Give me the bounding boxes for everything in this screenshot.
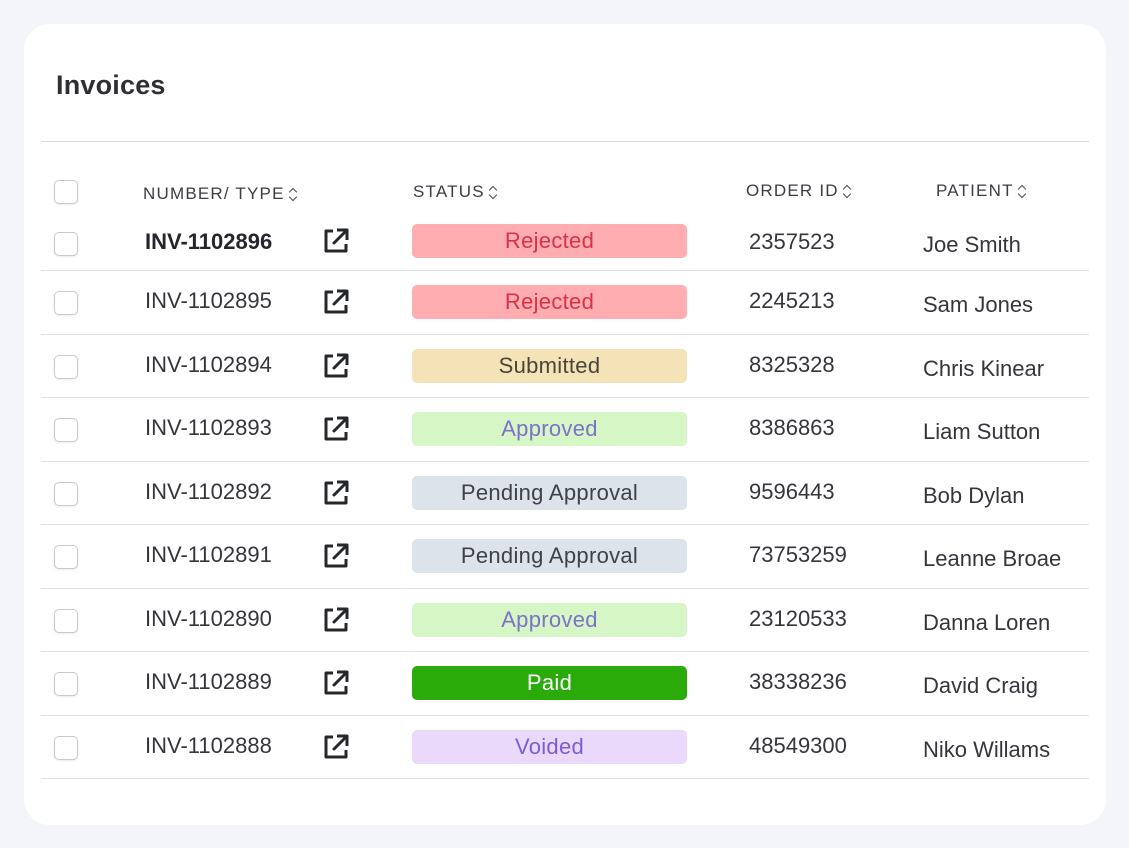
order-id: 8325328 xyxy=(749,351,835,377)
invoice-number[interactable]: INV-1102888 xyxy=(145,732,272,758)
sort-icon[interactable] xyxy=(1018,183,1028,199)
row-checkbox[interactable] xyxy=(54,232,78,256)
invoice-number[interactable]: INV-1102893 xyxy=(145,415,272,440)
sort-icon[interactable] xyxy=(289,186,299,202)
row-checkbox[interactable] xyxy=(54,672,78,696)
patient-name: Chris Kinear xyxy=(923,355,1045,381)
header-order-id[interactable]: ORDER ID xyxy=(746,181,853,201)
invoice-number[interactable]: INV-1102896 xyxy=(145,229,273,254)
patient-name: Sam Jones xyxy=(923,292,1034,317)
header-number-type[interactable]: NUMBER/ TYPE xyxy=(143,184,299,204)
external-link-icon[interactable] xyxy=(321,732,351,762)
status-badge: Approved xyxy=(412,412,687,446)
table-row[interactable]: INV-1102895 Rejected 2245213 Sam Jones xyxy=(41,271,1089,335)
external-link-icon[interactable] xyxy=(321,226,351,256)
table-row[interactable]: INV-1102896 Rejected 2357523 Joe Smith xyxy=(41,220,1089,271)
row-checkbox[interactable] xyxy=(54,291,78,315)
table-row[interactable]: INV-1102894 Submitted 8325328 Chris Kine… xyxy=(41,335,1089,398)
table-row[interactable]: INV-1102891 Pending Approval 73753259 Le… xyxy=(41,525,1089,589)
status-badge: Pending Approval xyxy=(412,539,687,573)
external-link-icon[interactable] xyxy=(321,478,351,508)
status-badge: Approved xyxy=(412,602,687,637)
status-badge: Submitted xyxy=(412,348,687,383)
status-badge: Rejected xyxy=(412,224,687,258)
external-link-icon[interactable] xyxy=(321,351,351,381)
table-body: INV-1102896 Rejected 2357523 Joe Smith I… xyxy=(41,220,1089,779)
header-number-type-label: NUMBER/ TYPE xyxy=(143,184,285,203)
order-id: 38338236 xyxy=(749,669,847,694)
invoice-number[interactable]: INV-1102890 xyxy=(145,605,272,631)
invoice-number[interactable]: INV-1102891 xyxy=(145,542,272,567)
invoice-number[interactable]: INV-1102895 xyxy=(145,288,272,313)
row-checkbox[interactable] xyxy=(54,545,78,569)
patient-name: Leanne Broae xyxy=(923,546,1062,571)
order-id: 2357523 xyxy=(749,229,835,254)
order-id: 9596443 xyxy=(749,478,835,504)
row-checkbox[interactable] xyxy=(54,735,78,760)
table-row[interactable]: INV-1102893 Approved 8386863 Liam Sutton xyxy=(41,398,1089,462)
title-divider xyxy=(41,141,1089,142)
patient-name: Danna Loren xyxy=(923,609,1051,635)
header-status[interactable]: STATUS xyxy=(413,182,499,202)
order-id: 48549300 xyxy=(749,732,847,758)
external-link-icon[interactable] xyxy=(321,605,351,635)
table-row[interactable]: INV-1102892 Pending Approval 9596443 Bob… xyxy=(41,462,1089,525)
select-all-checkbox[interactable] xyxy=(54,180,78,204)
header-patient[interactable]: PATIENT xyxy=(936,181,1028,201)
invoices-table: NUMBER/ TYPE STATUS ORDER ID PATIENT INV… xyxy=(41,166,1089,779)
row-checkbox[interactable] xyxy=(54,354,78,379)
table-row[interactable]: INV-1102888 Voided 48549300 Niko Willams xyxy=(41,716,1089,779)
invoice-number[interactable]: INV-1102892 xyxy=(145,478,272,504)
external-link-icon[interactable] xyxy=(321,414,351,444)
sort-icon[interactable] xyxy=(843,183,853,199)
patient-name: Liam Sutton xyxy=(923,419,1041,444)
order-id: 8386863 xyxy=(749,415,835,440)
patient-name: David Craig xyxy=(923,673,1038,698)
table-row[interactable]: INV-1102889 Paid 38338236 David Craig xyxy=(41,652,1089,716)
table-header-row: NUMBER/ TYPE STATUS ORDER ID PATIENT xyxy=(41,166,1089,220)
row-checkbox[interactable] xyxy=(54,481,78,506)
invoices-card: Invoices NUMBER/ TYPE STATUS ORDER ID PA… xyxy=(24,24,1106,825)
status-badge: Voided xyxy=(412,729,687,764)
row-checkbox[interactable] xyxy=(54,608,78,633)
sort-icon[interactable] xyxy=(489,184,499,200)
header-order-id-label: ORDER ID xyxy=(746,181,839,200)
external-link-icon[interactable] xyxy=(321,541,351,571)
external-link-icon[interactable] xyxy=(321,287,351,317)
status-badge: Pending Approval xyxy=(412,475,687,510)
table-row[interactable]: INV-1102890 Approved 23120533 Danna Lore… xyxy=(41,589,1089,652)
order-id: 2245213 xyxy=(749,288,835,313)
patient-name: Bob Dylan xyxy=(923,482,1025,508)
status-badge: Paid xyxy=(412,666,687,700)
order-id: 73753259 xyxy=(749,542,847,567)
invoice-number[interactable]: INV-1102894 xyxy=(145,351,272,377)
order-id: 23120533 xyxy=(749,605,847,631)
header-status-label: STATUS xyxy=(413,182,485,201)
invoice-number[interactable]: INV-1102889 xyxy=(145,669,272,694)
header-patient-label: PATIENT xyxy=(936,181,1014,200)
status-badge: Rejected xyxy=(412,285,687,319)
external-link-icon[interactable] xyxy=(321,668,351,698)
patient-name: Joe Smith xyxy=(923,232,1021,257)
patient-name: Niko Willams xyxy=(923,736,1051,762)
row-checkbox[interactable] xyxy=(54,418,78,442)
page-title: Invoices xyxy=(56,70,166,100)
